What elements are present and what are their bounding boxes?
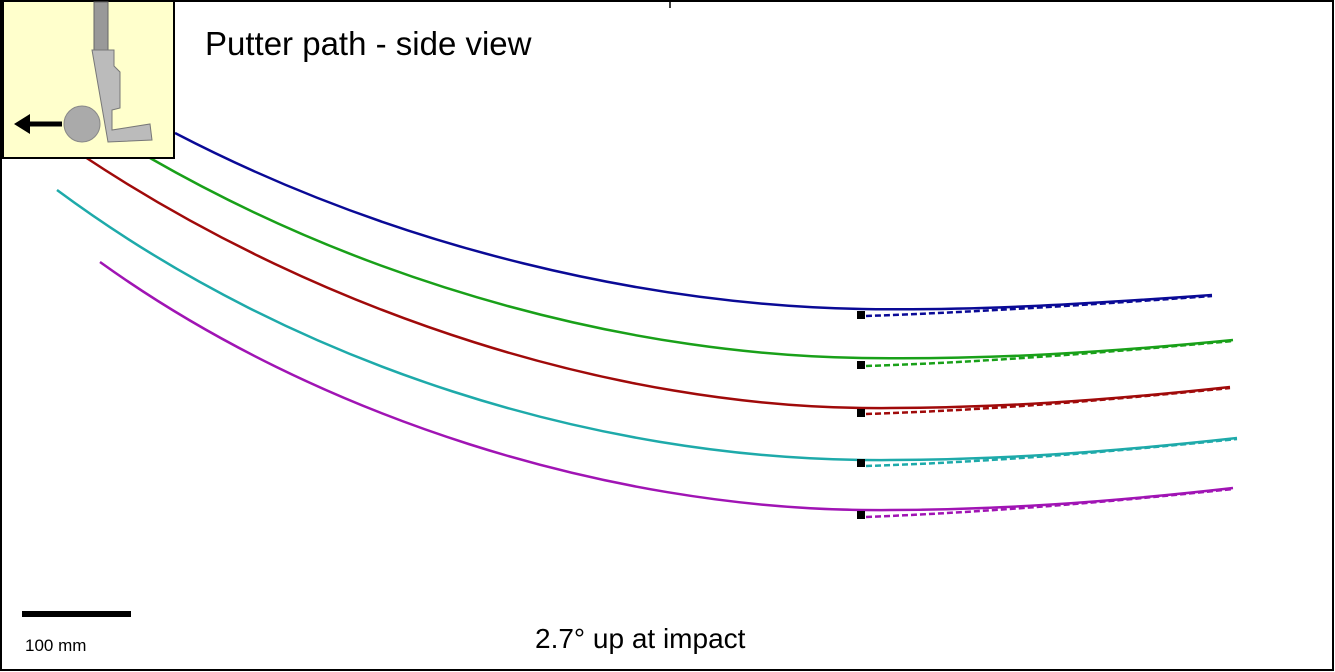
path-cyan-dashed (865, 437, 1238, 468)
arrow-head (14, 114, 30, 134)
paths (56, 131, 1238, 519)
ball (63, 105, 101, 143)
path-green-dashed (865, 339, 1234, 368)
path-blue (174, 131, 1213, 311)
impact-marker (857, 511, 865, 519)
impact-marker (857, 311, 865, 319)
caption: 2.7° up at impact (535, 623, 746, 654)
impact-marker (857, 459, 865, 467)
scale-label: 100 mm (25, 636, 86, 655)
shaft (93, 1, 109, 53)
putter-icon (2, 0, 175, 159)
putter-head (91, 49, 153, 143)
path-red-dashed (865, 386, 1231, 416)
impact-marker (857, 361, 865, 369)
path-purple-dashed (865, 487, 1234, 519)
path-blue-dashed (865, 294, 1213, 318)
impact-marker (857, 409, 865, 417)
path-green (149, 156, 1234, 360)
path-purple (99, 260, 1234, 512)
title: Putter path - side view (205, 25, 532, 62)
